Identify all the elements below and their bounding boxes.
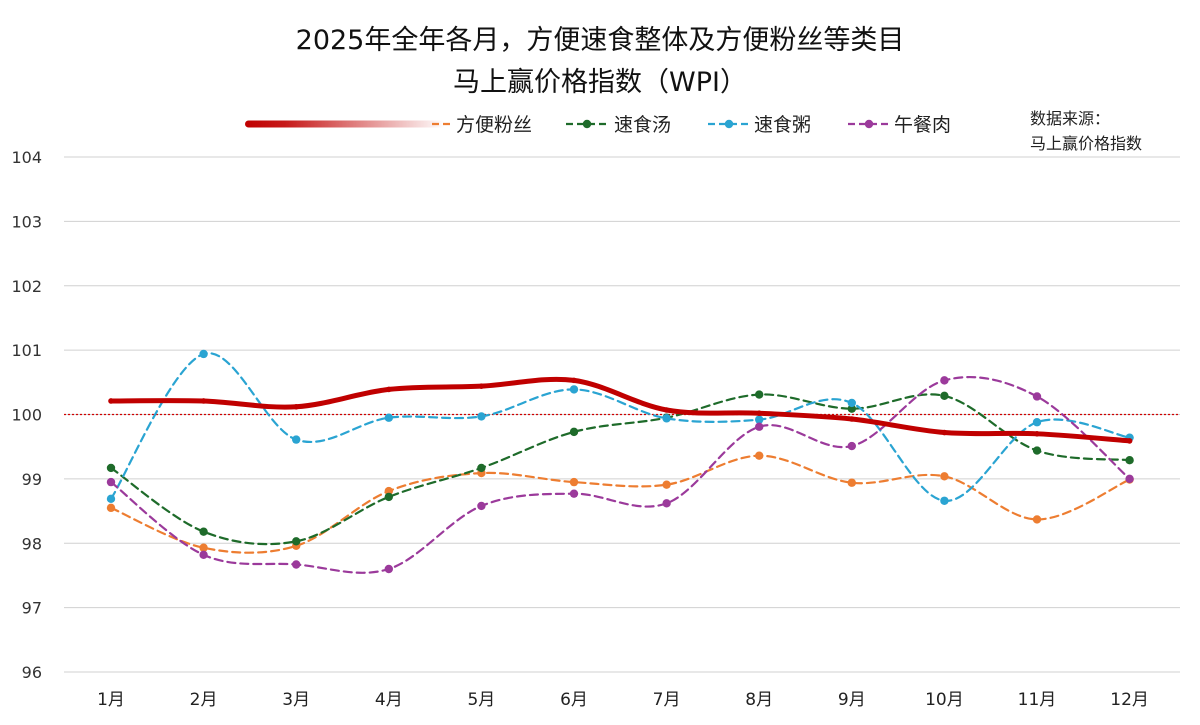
data-point-series-4 [477,501,486,511]
data-point-series-0 [386,386,392,393]
y-tick-label: 101 [11,341,42,360]
y-tick-label: 104 [11,148,42,167]
x-tick-label: 7月 [653,690,681,710]
data-point-series-3 [940,496,949,505]
legend-marker-series-4 [864,119,874,129]
data-point-series-2 [1032,446,1042,455]
data-point-series-0 [756,410,762,417]
data-point-series-3 [384,413,393,422]
y-tick-label: 96 [22,663,42,682]
data-point-series-4 [1125,474,1134,484]
series-line-1 [109,454,1131,554]
x-tick-label: 3月 [282,690,310,710]
data-point-series-2 [940,391,949,401]
data-point-series-2 [1125,456,1134,465]
data-point-series-1 [199,543,208,552]
data-point-series-4 [940,376,949,385]
y-tick-label: 100 [11,406,42,425]
legend-label-series-4: 午餐肉 [894,114,951,136]
x-tick-label: 1月 [97,690,125,710]
x-tick-label: 8月 [745,690,773,710]
legend-swatch-series-0 [245,120,445,128]
x-tick-label: 9月 [838,690,866,710]
data-point-series-0 [571,377,577,384]
x-tick-label: 12月 [1110,690,1149,710]
data-point-series-3 [569,385,579,394]
data-point-series-2 [847,404,856,413]
data-point-series-3 [292,435,301,444]
chart-title-line-1: 2025年全年各月，方便速食整体及方便粉丝等类目 [295,25,905,56]
data-point-series-3 [199,349,208,359]
data-point-series-1 [1032,515,1042,524]
data-point-series-0 [293,403,300,410]
data-point-series-0 [941,429,948,436]
data-point-series-3 [1032,418,1042,427]
source-line-1: 数据来源： [1030,109,1111,128]
data-point-series-1 [755,451,764,460]
data-point-series-2 [755,390,764,399]
data-point-series-0 [108,398,114,404]
series-line-0 [108,376,1133,444]
x-tick-label: 11月 [1018,690,1057,710]
data-point-series-2 [199,527,208,536]
source-line-2: 马上赢价格指数 [1030,134,1143,153]
data-point-series-0 [200,398,207,404]
series-line-2 [109,393,1131,546]
data-point-series-1 [569,477,579,487]
data-point-series-0 [478,383,485,389]
legend-label-series-2: 速食汤 [614,114,671,136]
y-tick-label: 99 [22,470,42,489]
x-tick-label: 10月 [925,690,964,710]
y-tick-label: 97 [22,599,42,618]
data-point-series-1 [662,480,671,489]
data-point-series-4 [569,489,579,498]
data-point-series-3 [662,414,671,423]
data-point-series-1 [384,486,393,496]
data-point-series-0 [663,407,670,413]
data-point-series-2 [292,537,301,546]
chart-title-line-2: 马上赢价格指数（WPI） [453,67,747,98]
data-point-series-3 [106,494,116,504]
data-point-series-3 [847,398,856,408]
data-source-note: 数据来源： 马上赢价格指数 [1030,106,1142,156]
data-point-series-4 [755,422,764,431]
data-point-series-3 [477,412,486,421]
series-line-3 [109,352,1131,502]
data-point-series-2 [477,463,486,473]
legend-label-series-3: 速食粥 [754,114,811,136]
data-point-series-0 [1034,431,1040,437]
x-tick-label: 5月 [467,690,495,710]
data-point-series-2 [106,463,116,473]
data-point-series-1 [847,478,856,487]
legend-marker-series-3 [724,119,734,129]
data-point-series-1 [940,472,949,481]
data-point-series-0 [849,416,855,422]
data-point-series-3 [755,415,764,424]
x-tick-label: 2月 [190,690,218,710]
data-point-series-4 [106,477,116,487]
legend-marker-series-2 [582,119,592,129]
y-tick-label: 103 [11,212,42,231]
data-point-series-1 [106,503,116,513]
data-point-series-2 [569,427,579,437]
data-point-series-4 [384,564,393,574]
x-tick-label: 4月 [375,690,403,710]
y-tick-label: 98 [22,534,42,553]
data-point-series-4 [847,441,856,451]
data-point-series-0 [1126,438,1133,444]
legend-label-series-1: 方便粉丝 [456,114,532,136]
x-tick-label: 6月 [560,690,588,710]
data-point-series-2 [384,492,393,502]
data-point-series-4 [662,499,671,508]
y-tick-label: 102 [11,277,42,296]
data-point-series-4 [1032,392,1042,401]
data-point-series-4 [292,560,301,569]
data-point-series-4 [199,550,208,560]
